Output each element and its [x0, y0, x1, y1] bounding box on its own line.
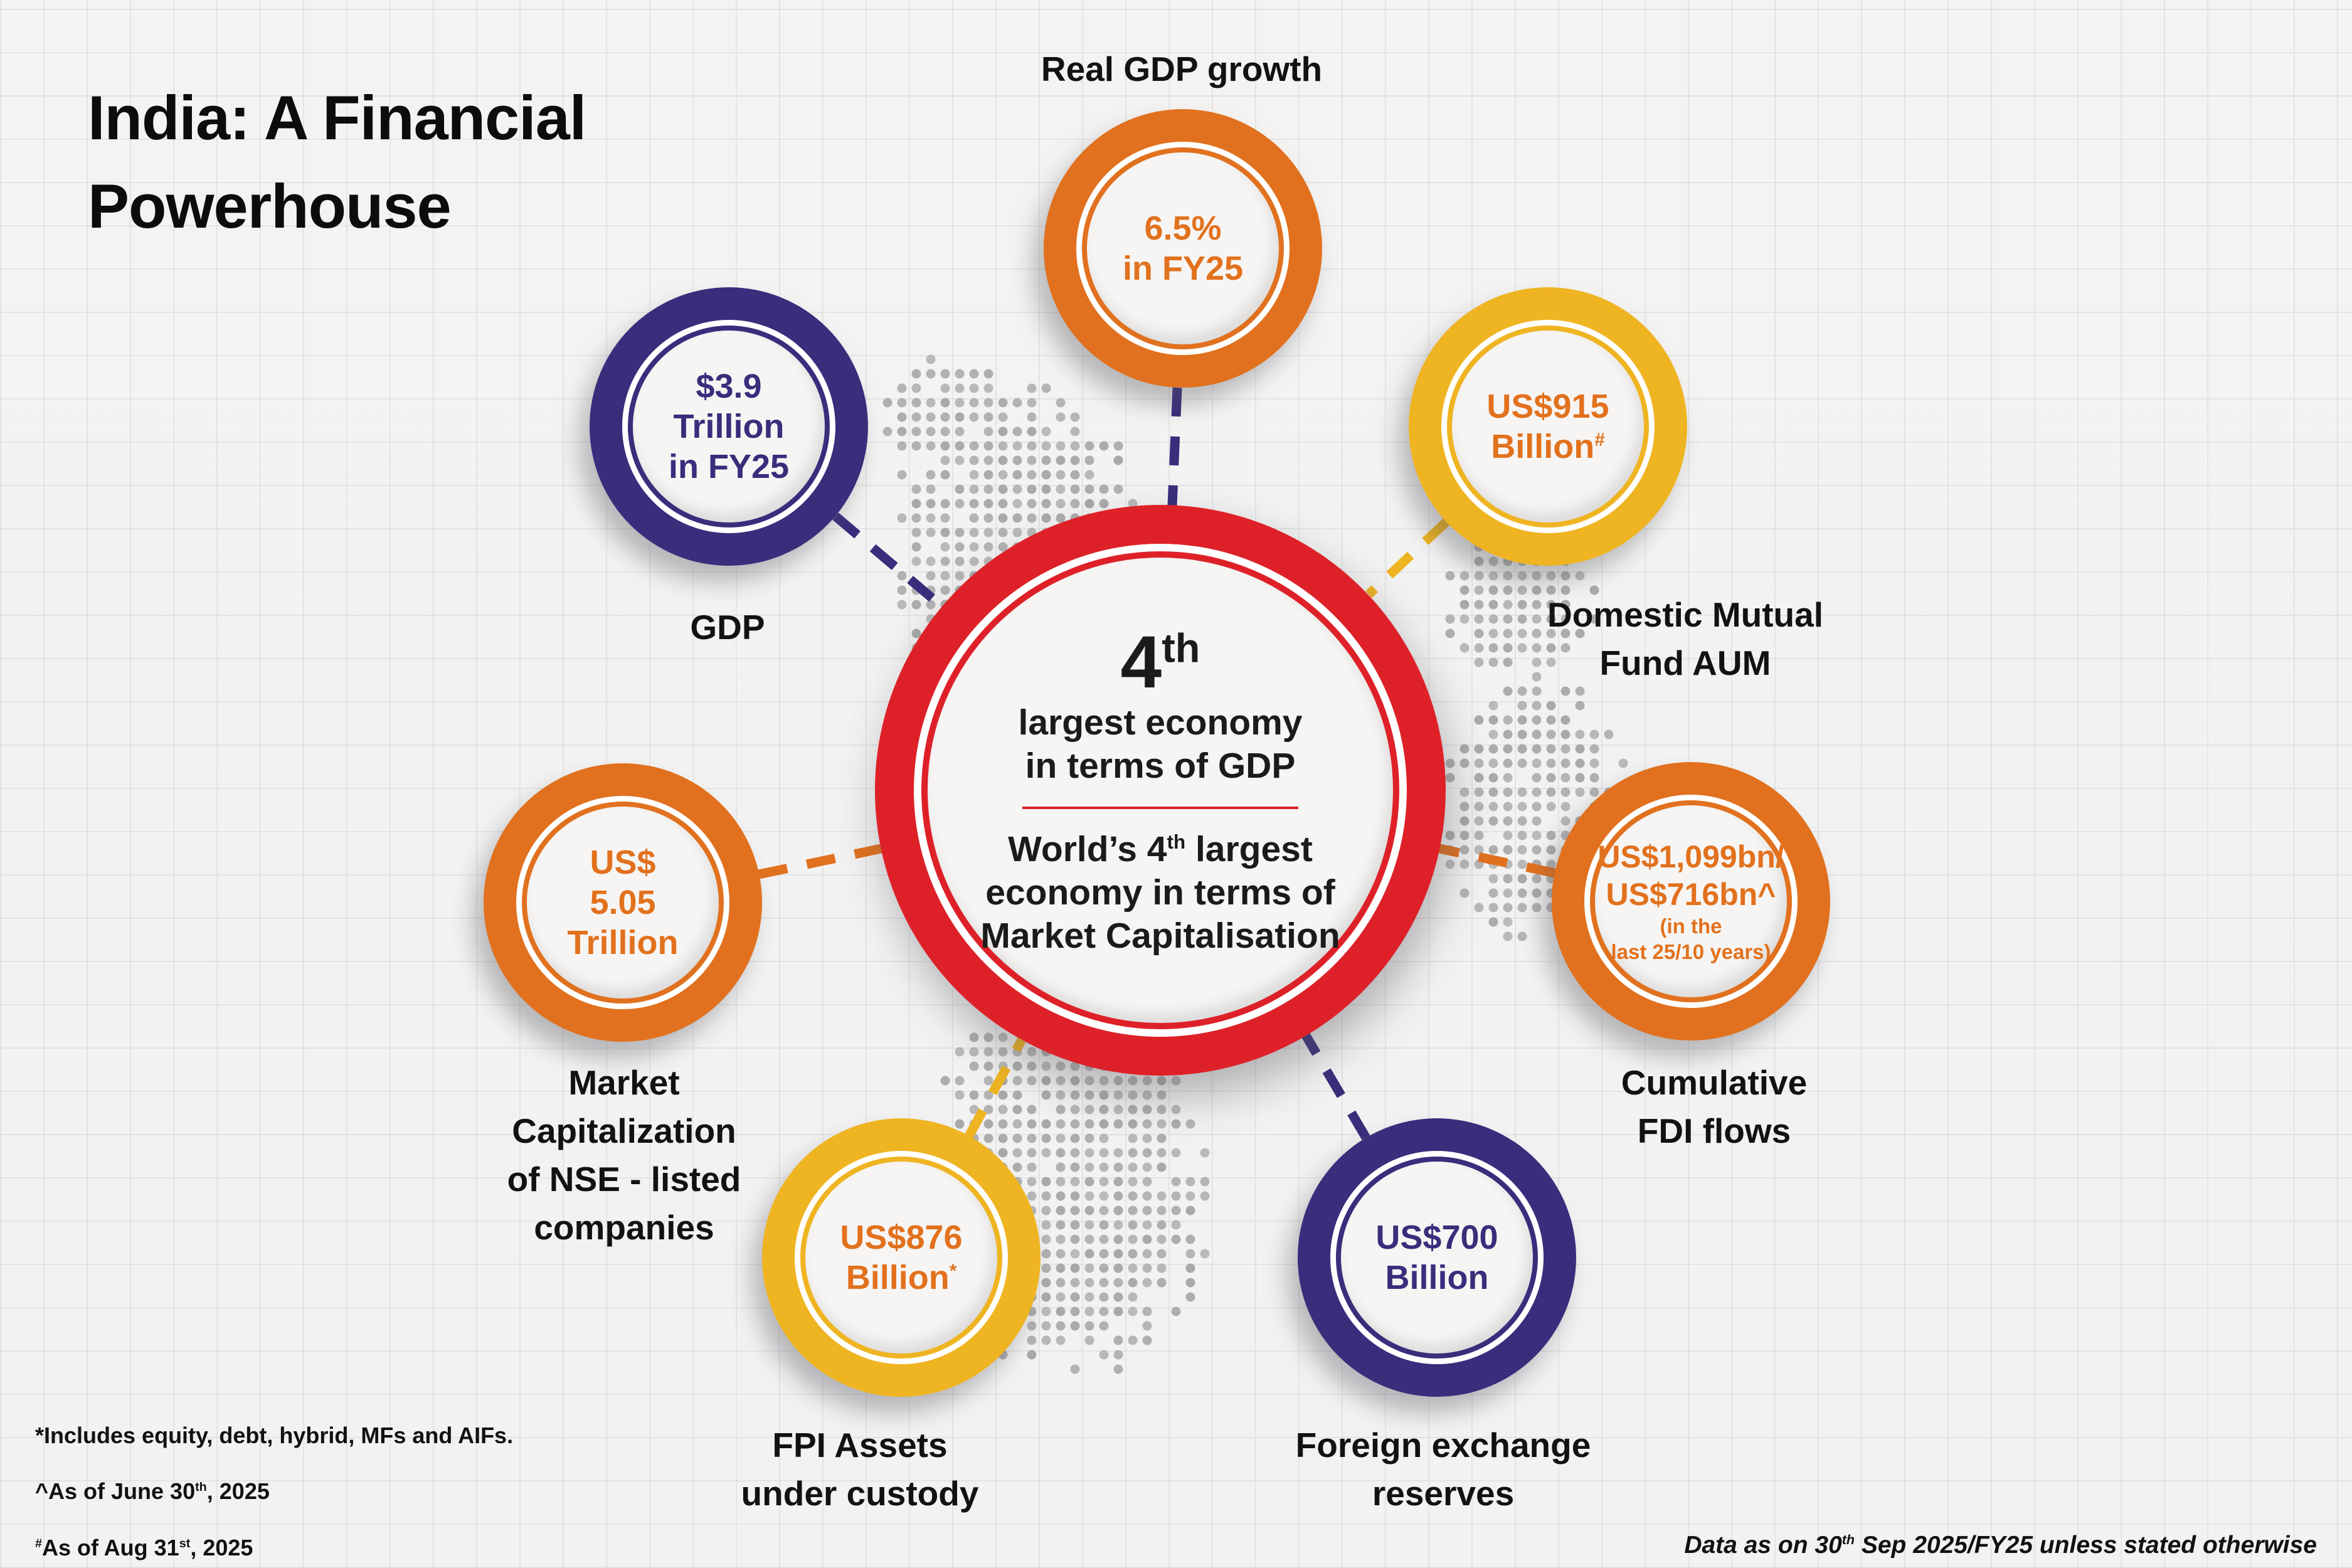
center-circle-content: 4th largest economy in terms of GDP Worl…: [928, 558, 1393, 1023]
label-fpi: FPI Assets under custody: [578, 1421, 1142, 1518]
fpi-unit: Billion*: [845, 1259, 957, 1296]
center-divider: [1022, 806, 1298, 809]
label-market-cap: Market Capitalization of NSE - listed co…: [342, 1059, 906, 1252]
center-rank: 4th: [1120, 620, 1200, 704]
circle-mf-aum-content: US$915 Billion#: [1452, 331, 1644, 522]
real-gdp-period: in FY25: [1122, 250, 1244, 287]
circle-fdi: US$1,099bn/ US$716bn^ (in the last 25/10…: [1552, 762, 1830, 1041]
circle-real-gdp-content: 6.5% in FY25: [1087, 152, 1279, 344]
label-gdp: GDP: [690, 608, 765, 647]
forex-unit: Billion: [1385, 1259, 1489, 1296]
fdi-note-1: (in the: [1660, 914, 1722, 938]
label-fpi-line2: under custody: [741, 1474, 979, 1513]
market-cap-value: 5.05: [590, 884, 656, 921]
circle-fpi-content: US$876 Billion*: [805, 1162, 997, 1353]
label-forex-line1: Foreign exchange: [1295, 1426, 1591, 1465]
center-gdp-line1: largest economy: [1018, 702, 1303, 743]
center-circle: 4th largest economy in terms of GDP Worl…: [875, 505, 1446, 1076]
circle-forex: US$700 Billion: [1298, 1118, 1576, 1397]
circle-real-gdp-growth: 6.5% in FY25: [1044, 109, 1322, 388]
label-fdi: Cumulative FDI flows: [1432, 1059, 1996, 1155]
data-as-on-note: Data as on 30th Sep 2025/FY25 unless sta…: [1684, 1532, 2317, 1559]
page-title-line1: India: A Financial: [88, 83, 586, 152]
market-cap-currency: US$: [590, 844, 656, 881]
center-mc-line3: Market Capitalisation: [980, 915, 1340, 956]
label-market-cap-line1: Market: [568, 1063, 680, 1102]
circle-market-cap: US$ 5.05 Trillion: [484, 763, 762, 1042]
center-mc-line1: World’s 4th largest: [1008, 829, 1313, 869]
label-mf-aum: Domestic Mutual Fund AUM: [1403, 591, 1968, 687]
forex-value: US$700: [1375, 1219, 1498, 1256]
circle-fdi-content: US$1,099bn/ US$716bn^ (in the last 25/10…: [1595, 805, 1787, 997]
label-fdi-line1: Cumulative: [1621, 1063, 1808, 1102]
circle-mf-aum: US$915 Billion#: [1409, 287, 1687, 566]
label-forex-line2: reserves: [1372, 1474, 1515, 1513]
label-mf-aum-line2: Fund AUM: [1599, 644, 1771, 682]
real-gdp-value: 6.5%: [1144, 209, 1222, 247]
market-cap-unit: Trillion: [567, 924, 679, 961]
label-market-cap-line2: Capitalization: [512, 1111, 736, 1150]
circle-market-cap-content: US$ 5.05 Trillion: [527, 807, 719, 999]
fdi-value-2: US$716bn^: [1606, 877, 1776, 912]
fpi-value: US$876: [840, 1219, 963, 1256]
footnote-includes: *Includes equity, debt, hybrid, MFs and …: [35, 1422, 514, 1448]
circle-ring: [622, 320, 835, 533]
center-mc-line2: economy in terms of: [985, 872, 1335, 913]
label-fdi-line2: FDI flows: [1637, 1111, 1791, 1150]
mf-aum-unit: Billion#: [1491, 428, 1605, 465]
circle-ring: [516, 796, 729, 1009]
circle-ring: [795, 1151, 1008, 1364]
gdp-value: $3.9: [696, 368, 762, 405]
label-market-cap-line4: companies: [534, 1208, 714, 1247]
footnote-aug: #As of Aug 31st, 2025: [35, 1535, 253, 1560]
gdp-period: in FY25: [668, 448, 790, 485]
label-real-gdp-growth: Real GDP growth: [1041, 50, 1323, 88]
circle-ring: [1330, 1151, 1544, 1364]
gdp-unit: Trillion: [673, 408, 785, 445]
label-forex: Foreign exchange reserves: [1161, 1421, 1725, 1518]
footnote-june: ^As of June 30th, 2025: [35, 1478, 270, 1504]
fdi-note-2: last 25/10 years): [1611, 940, 1771, 963]
circle-ring: [1584, 795, 1798, 1008]
circle-gdp-content: $3.9 Trillion in FY25: [633, 331, 825, 522]
circle-ring: [1076, 142, 1290, 355]
fdi-value-1: US$1,099bn/: [1597, 839, 1784, 874]
mf-aum-value: US$915: [1486, 388, 1609, 425]
circle-ring: [1441, 320, 1655, 533]
center-gdp-line2: in terms of GDP: [1025, 745, 1296, 786]
page-title: India: A Financial Powerhouse: [88, 74, 586, 250]
page-title-line2: Powerhouse: [88, 171, 452, 241]
label-fpi-line1: FPI Assets: [772, 1426, 948, 1465]
label-mf-aum-line1: Domestic Mutual: [1547, 595, 1824, 634]
circle-forex-content: US$700 Billion: [1341, 1162, 1533, 1353]
circle-fpi: US$876 Billion*: [762, 1118, 1041, 1397]
circle-gdp: $3.9 Trillion in FY25: [590, 287, 868, 566]
label-market-cap-line3: of NSE - listed: [507, 1160, 741, 1199]
